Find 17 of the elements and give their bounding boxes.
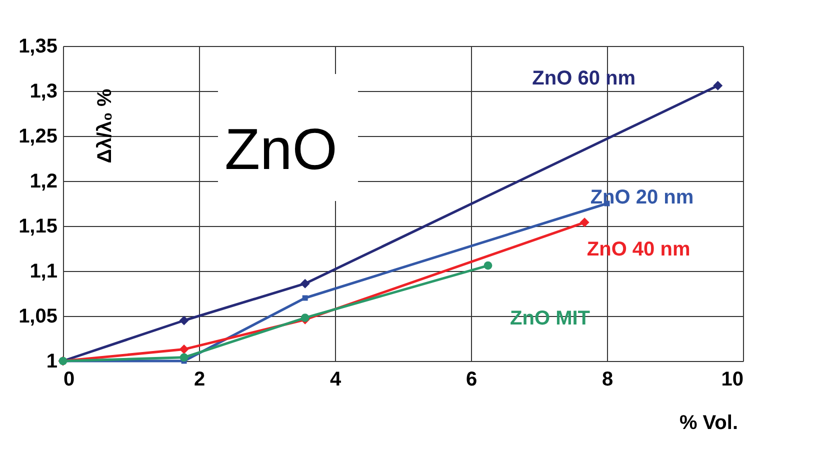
x-tick-label: 4 [330,368,342,390]
x-tick-label: 10 [721,368,744,390]
y-tick-label: 1,25 [18,126,58,148]
y-tick-label: 1,1 [30,260,58,282]
y-tick-label: 1 [46,350,58,372]
x-tick-label: 8 [602,368,614,390]
y-tick-label: 1,3 [30,80,58,102]
x-tick-label: 6 [466,368,478,390]
y-tick-label: 1,35 [18,36,58,58]
x-tick-label: 0 [64,368,75,390]
y-tick-label: 1,2 [30,170,58,192]
y-tick-label: 1,15 [18,216,58,238]
annotation: ZnO [224,117,338,182]
x-tick-label: 2 [194,368,206,390]
y-tick-label: 1,05 [18,306,58,328]
x-axis-title: % Vol. [679,412,738,434]
y-axis-title: Δλ/λ₀ % [94,88,116,164]
